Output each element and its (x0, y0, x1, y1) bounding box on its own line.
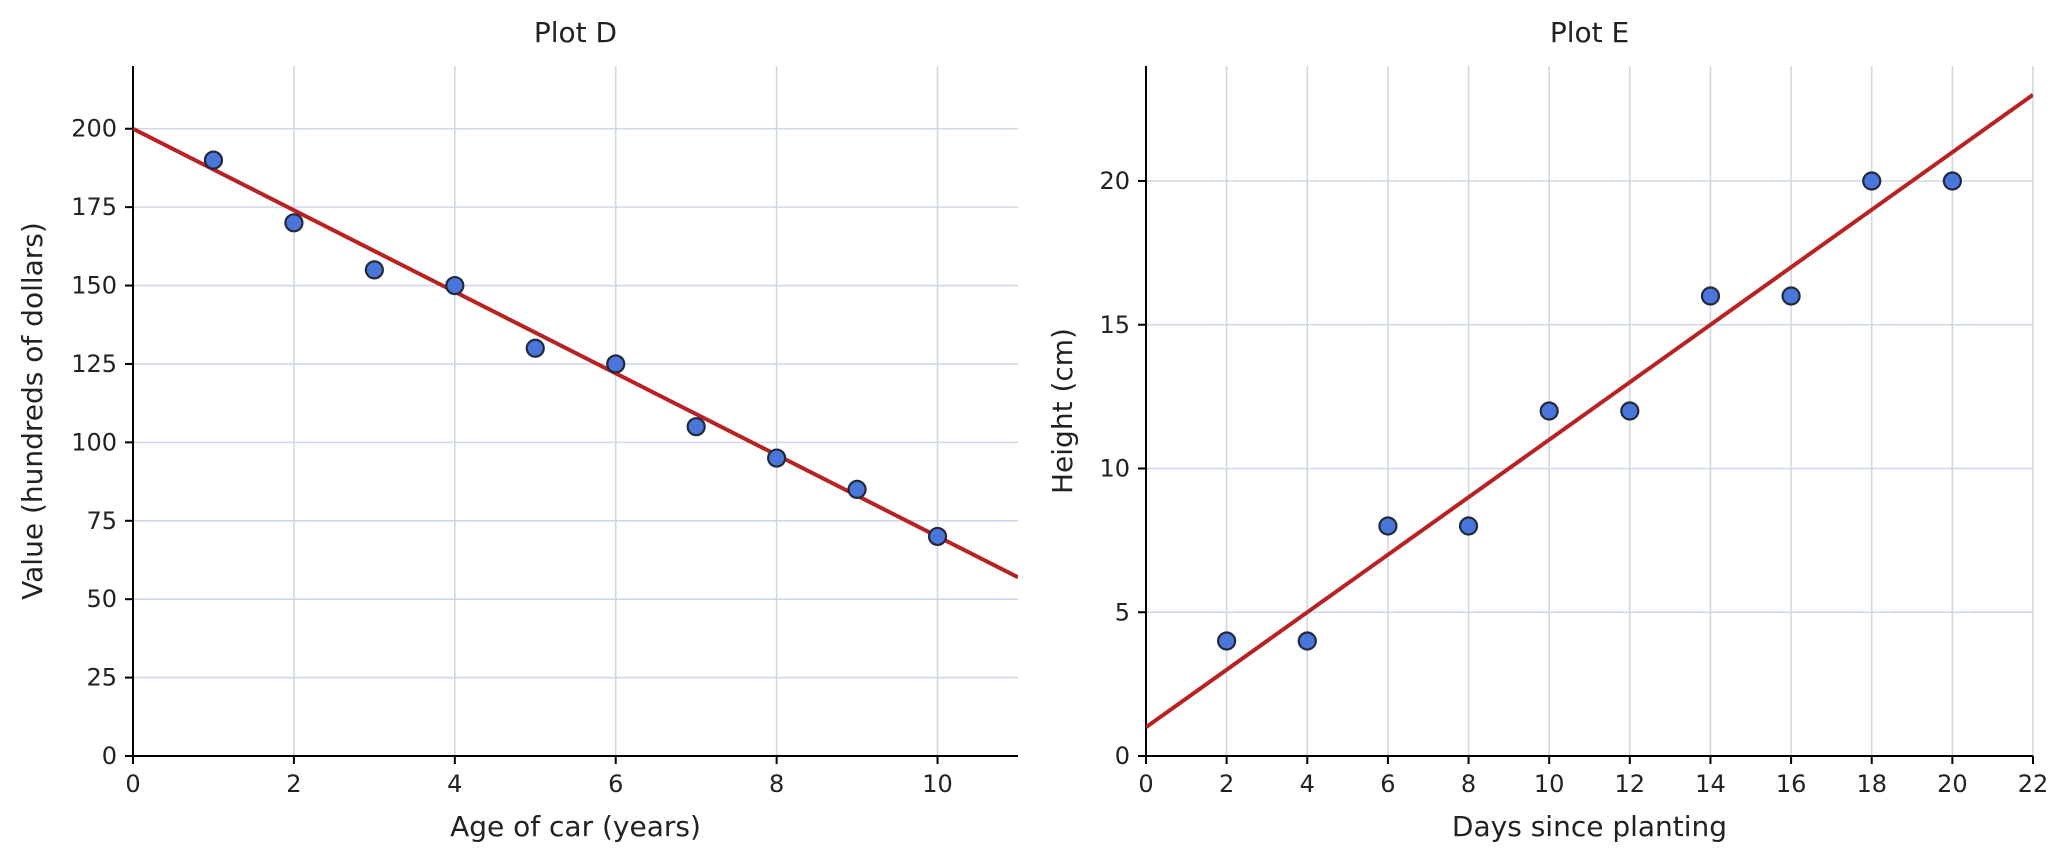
data-point (525, 338, 545, 358)
y-tick-label: 100 (71, 428, 117, 456)
x-axis-label: Age of car (years) (450, 810, 701, 843)
x-tick-label: 0 (1138, 770, 1153, 798)
plot-e: 0 2 4 6 8 10 12 14 16 18 20 22 0 5 10 15 20 Plot E Days si… (1046, 16, 2048, 843)
x-tick-label: 22 (2018, 770, 2049, 798)
x-axis-label: Days since planting (1452, 810, 1727, 843)
chart-title: Plot D (534, 16, 617, 49)
x-tick-label: 8 (769, 770, 784, 798)
x-tick-label: 4 (1300, 770, 1315, 798)
y-tick-label: 25 (86, 664, 117, 692)
y-tick-label: 125 (71, 350, 117, 378)
y-tick-label: 75 (86, 507, 117, 535)
data-point (1781, 286, 1801, 306)
x-tick-label: 6 (1380, 770, 1395, 798)
x-tick-label: 2 (286, 770, 301, 798)
data-point (1620, 401, 1640, 421)
x-tick-label: 14 (1695, 770, 1726, 798)
y-tick-label: 0 (102, 742, 117, 770)
y-tick-label: 0 (1115, 742, 1130, 770)
x-tick-label: 10 (1534, 770, 1565, 798)
data-point (1217, 631, 1237, 651)
y-tick-label: 20 (1099, 167, 1130, 195)
data-point (927, 526, 948, 547)
data-point (445, 275, 465, 296)
x-tick-label: 20 (1937, 770, 1968, 798)
data-point (686, 417, 706, 437)
y-tick-label: 200 (71, 115, 117, 143)
chart-title: Plot E (1550, 16, 1629, 49)
data-point (1539, 401, 1559, 421)
y-tick-label: 15 (1099, 311, 1130, 339)
y-axis-label: Value (hundreds of dollars) (16, 222, 49, 600)
data-point (606, 354, 626, 374)
data-point (364, 260, 384, 280)
data-point (284, 213, 304, 233)
y-tick-label: 10 (1099, 455, 1130, 483)
x-tick-label: 0 (125, 770, 140, 798)
data-point (1942, 171, 1962, 191)
y-axis-label: Height (cm) (1046, 328, 1079, 494)
x-tick-label: 18 (1856, 770, 1887, 798)
x-tick-label: 6 (608, 770, 623, 798)
data-point (1458, 516, 1479, 536)
x-tick-label: 8 (1461, 770, 1476, 798)
y-tick-label: 5 (1115, 598, 1130, 626)
data-point (1378, 516, 1398, 536)
trend-line (133, 126, 1018, 580)
data-point (847, 479, 867, 500)
x-tick-label: 16 (1776, 770, 1807, 798)
y-tick-label: 50 (86, 585, 117, 613)
data-point (1862, 171, 1882, 191)
data-point (203, 150, 224, 170)
y-tick-label: 175 (71, 193, 117, 221)
data-point (1700, 286, 1721, 306)
trend-line (1146, 93, 2033, 729)
x-tick-label: 2 (1219, 770, 1234, 798)
x-tick-label: 4 (447, 770, 462, 798)
data-point (1297, 631, 1317, 651)
data-point (767, 448, 787, 468)
x-tick-label: 10 (922, 770, 953, 798)
x-tick-label: 12 (1615, 770, 1646, 798)
y-tick-label: 150 (71, 272, 117, 300)
